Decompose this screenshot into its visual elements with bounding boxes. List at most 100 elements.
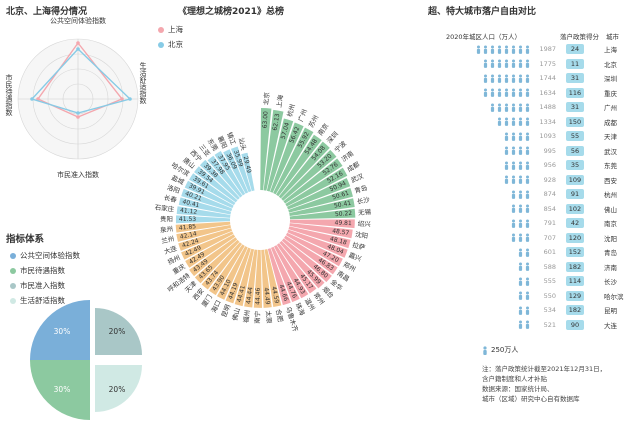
population-value: 1093 bbox=[539, 132, 556, 141]
person-icon bbox=[511, 117, 516, 127]
population-icons bbox=[440, 45, 532, 54]
bar-厦门 bbox=[208, 244, 245, 296]
table-row: 550 129 哈尔滨 bbox=[440, 289, 636, 304]
city-name: 广州 bbox=[604, 104, 617, 113]
person-icon bbox=[497, 59, 502, 69]
person-icon bbox=[518, 175, 523, 185]
population-icons bbox=[440, 175, 532, 185]
bar-乌鲁木齐 bbox=[267, 248, 291, 306]
person-icon bbox=[518, 161, 523, 170]
legend-label: 市民准入指数 bbox=[20, 281, 65, 290]
bar-category-label: 昆明 bbox=[220, 303, 232, 318]
person-icon bbox=[525, 117, 530, 127]
bar-无锡 bbox=[289, 208, 356, 220]
person-icon bbox=[518, 132, 523, 141]
pie-label: 20% bbox=[109, 327, 126, 336]
person-icon bbox=[483, 345, 487, 355]
radar-point bbox=[128, 97, 132, 101]
radar-point bbox=[30, 97, 34, 101]
bar-category-label: 长沙 bbox=[356, 195, 371, 206]
bar-呼和浩特 bbox=[189, 237, 238, 277]
population-icons bbox=[440, 248, 532, 257]
population-icons bbox=[440, 59, 532, 69]
index-system-title: 指标体系 bbox=[6, 234, 45, 245]
population-icons bbox=[440, 233, 532, 243]
population-value: 555 bbox=[543, 277, 556, 286]
bar-value-label: 44.46 bbox=[254, 287, 261, 305]
person-icon bbox=[490, 74, 495, 83]
person-icon bbox=[525, 219, 530, 228]
person-icon bbox=[518, 219, 523, 228]
person-icon bbox=[511, 59, 516, 69]
bar-西宁 bbox=[199, 159, 240, 200]
person-icon bbox=[525, 306, 530, 315]
bar-西安 bbox=[201, 242, 242, 290]
bar-唐山 bbox=[194, 166, 238, 203]
bar-襄阳 bbox=[223, 149, 249, 194]
bar-洛阳 bbox=[181, 188, 233, 212]
radar-axis-label: 公共空间体验指数 bbox=[50, 16, 106, 25]
population-value: 928 bbox=[543, 175, 556, 184]
bar-海口 bbox=[216, 246, 248, 300]
legend-dot-icon bbox=[10, 252, 16, 259]
city-name: 重庆 bbox=[604, 89, 617, 98]
population-icons bbox=[440, 103, 532, 112]
bar-长春 bbox=[178, 197, 232, 215]
population-value: 854 bbox=[543, 204, 556, 213]
city-name: 深圳 bbox=[604, 75, 617, 84]
index-system-legend: 公共空间体验指数 市民待遇指数 市民准入指数 生活舒适指数 bbox=[10, 250, 80, 310]
bar-value-label: 49.81 bbox=[334, 219, 352, 227]
population-icons bbox=[440, 161, 532, 170]
bar-苏州 bbox=[273, 127, 314, 195]
bar-category-label: 拉萨 bbox=[351, 240, 366, 252]
bar-南京 bbox=[276, 134, 322, 197]
table-row: 1334 150 成都 bbox=[440, 115, 636, 130]
pie-label: 30% bbox=[54, 385, 71, 394]
bar-category-label: 福州 bbox=[241, 309, 252, 323]
bar-镇江 bbox=[230, 146, 252, 193]
person-icon bbox=[511, 45, 516, 54]
table-row: 707 120 沈阳 bbox=[440, 231, 636, 246]
radar-point bbox=[76, 47, 80, 51]
right-section-title: 超、特大城市落户自由对比 bbox=[428, 7, 537, 17]
population-icons bbox=[440, 190, 532, 199]
bar-汕头 bbox=[241, 152, 255, 192]
bar-天津 bbox=[194, 239, 240, 284]
person-icon bbox=[511, 190, 516, 199]
radar-point bbox=[76, 115, 80, 119]
bar-category-label: 泉州 bbox=[160, 224, 174, 234]
bar-category-label: 贵阳 bbox=[160, 214, 173, 223]
city-name: 北京 bbox=[604, 60, 617, 69]
bar-深圳 bbox=[278, 141, 330, 199]
bar-佛山 bbox=[234, 248, 255, 307]
bar-category-label: 沈阳 bbox=[355, 230, 369, 241]
bar-南宁 bbox=[253, 249, 263, 308]
person-icon bbox=[525, 175, 530, 185]
note-line: 注：落户政策统计截至2021年12月31日， bbox=[482, 365, 607, 373]
person-icon bbox=[525, 74, 530, 83]
bar-三亚 bbox=[207, 155, 243, 198]
population-icons bbox=[440, 291, 532, 301]
table-row: 995 56 武汉 bbox=[440, 144, 636, 159]
bar-value-label: 44.59 bbox=[270, 286, 280, 304]
note-line: 城市（区域）研究中心自有数据库 bbox=[482, 395, 580, 403]
person-icon bbox=[504, 103, 509, 112]
bar-category-label: 汕头 bbox=[237, 137, 249, 152]
table-row: 1488 31 广州 bbox=[440, 100, 636, 115]
person-icon bbox=[518, 262, 523, 272]
person-icon bbox=[483, 88, 488, 98]
pie-slice bbox=[30, 360, 90, 420]
population-value: 1987 bbox=[539, 45, 556, 54]
bar-沈阳 bbox=[289, 223, 353, 239]
score-value: 182 bbox=[565, 261, 585, 272]
bar-category-label: 杭州 bbox=[285, 103, 297, 118]
person-icon bbox=[525, 204, 530, 214]
city-name: 上海 bbox=[604, 46, 617, 55]
person-icon bbox=[518, 74, 523, 83]
bar-value-label: 50.22 bbox=[335, 210, 353, 218]
city-name: 沈阳 bbox=[604, 234, 617, 243]
legend-item: 市民待遇指数 bbox=[10, 265, 80, 276]
city-name: 东莞 bbox=[604, 162, 617, 171]
bar-value-label: 48.18 bbox=[329, 235, 348, 246]
bar-category-label: 上海 bbox=[274, 94, 285, 109]
